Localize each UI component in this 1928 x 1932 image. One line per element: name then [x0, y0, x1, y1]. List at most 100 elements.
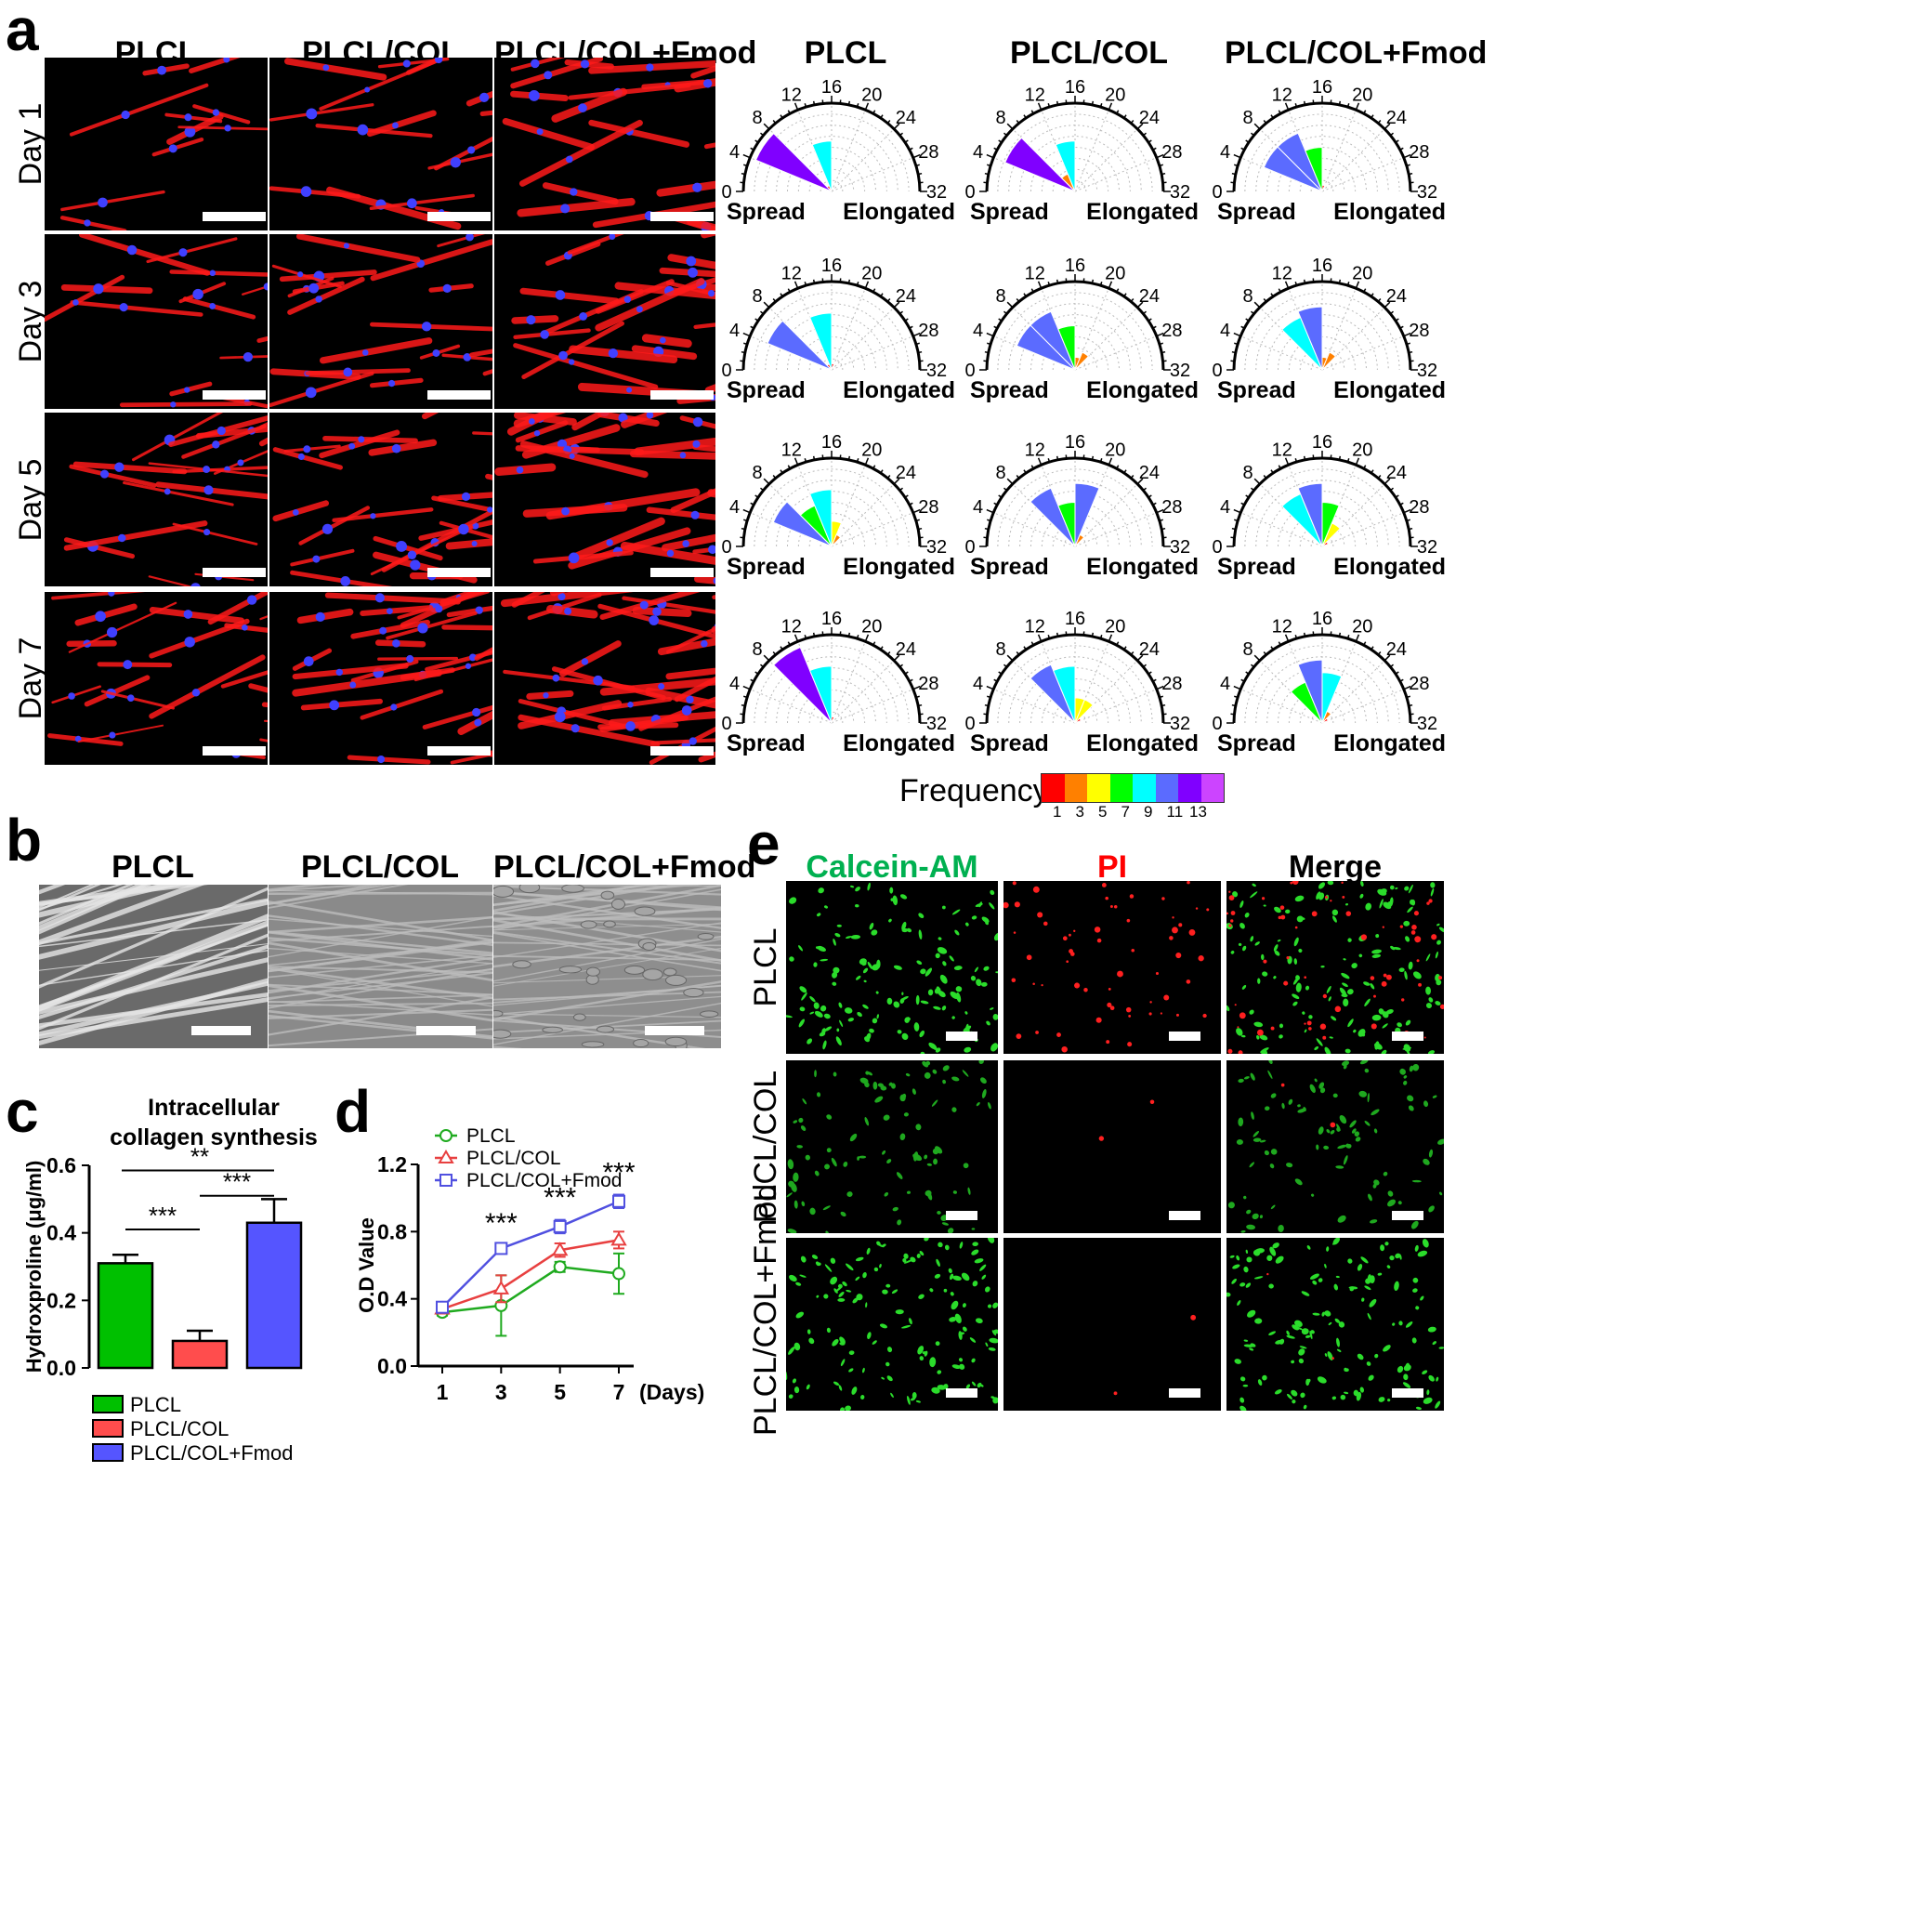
rose-tick	[1003, 310, 1008, 315]
rose-wedge	[1074, 351, 1090, 371]
rose-tick-label: 24	[1386, 639, 1407, 660]
scale-bar	[1169, 1211, 1200, 1220]
rose-tick	[915, 695, 920, 699]
scale-bar	[650, 390, 714, 400]
rose-wedge	[767, 320, 833, 371]
chart-c-bar	[97, 1262, 154, 1370]
rose-grid-ring	[997, 113, 1153, 192]
rose-tick-label: 0	[1212, 182, 1222, 203]
rose-tick	[1091, 100, 1095, 105]
rose-tick	[1148, 494, 1152, 498]
rose-wedge	[1055, 140, 1076, 192]
chart-d-x-tick-label: 7	[613, 1380, 625, 1404]
rose-tick	[1389, 664, 1395, 668]
rose-tick	[763, 654, 770, 662]
rose-tick	[1156, 685, 1164, 690]
rose-grid-ring	[754, 292, 910, 371]
rose-tick-label: 4	[973, 321, 983, 341]
rose-wedge	[1004, 137, 1076, 192]
rose-wedge	[1297, 306, 1323, 371]
rose-tick-label: 16	[1312, 256, 1332, 276]
rose-grid-spoke	[1074, 512, 1157, 547]
rose-tick	[1263, 474, 1267, 480]
rose-tick-label: 32	[1170, 714, 1190, 734]
rose-tick-label: 12	[1025, 617, 1045, 637]
rose-tick	[904, 671, 909, 675]
rose-tick	[987, 164, 991, 167]
spread-label: Spread	[727, 730, 806, 756]
elongated-label: Elongated	[1333, 730, 1446, 756]
chart-c-legend-swatch	[92, 1419, 124, 1438]
elongated-label: Elongated	[843, 377, 955, 403]
rose-tick	[1130, 474, 1135, 480]
rose-tick	[1234, 342, 1239, 346]
rose-tick	[1016, 651, 1020, 656]
rose-tick	[1108, 102, 1113, 111]
rose-tick	[998, 139, 1003, 143]
rose-tick	[893, 478, 900, 485]
rose-wedge	[754, 132, 833, 192]
rose-tick-label: 4	[729, 497, 740, 518]
rose-tick-label: 8	[996, 286, 1006, 307]
fluorescence-image	[45, 413, 268, 586]
rose-tick	[743, 164, 748, 167]
rose-outer-arc	[741, 456, 922, 547]
rose-tick	[1016, 474, 1020, 480]
rose-tick	[1116, 288, 1120, 293]
rose-tick	[1384, 654, 1391, 662]
rose-tick	[754, 671, 759, 675]
rose-tick-label: 20	[1352, 264, 1372, 284]
chart-d-series-line	[441, 1239, 620, 1310]
rose-tick-label: 28	[1161, 321, 1182, 341]
rose-grid-ring	[1278, 502, 1367, 547]
rose-tick	[1234, 519, 1239, 522]
elongated-label: Elongated	[843, 199, 955, 225]
rose-tick	[1377, 119, 1382, 125]
rose-tick	[763, 301, 770, 309]
rose-grid-ring	[754, 468, 910, 547]
chart-c-y-tick-label: 0.4	[46, 1221, 76, 1245]
chart-d-legend-marker	[439, 1174, 452, 1187]
rose-tick	[1016, 119, 1020, 125]
rose-tick	[886, 119, 891, 125]
e-col-header-2: PI	[1096, 849, 1128, 885]
rose-tick	[754, 494, 759, 498]
elongated-label: Elongated	[1086, 554, 1199, 580]
rose-tick	[1136, 123, 1144, 130]
rose-tick	[1123, 646, 1127, 651]
rose-tick	[1099, 458, 1103, 463]
rose-grid-ring	[1266, 667, 1378, 724]
rose-tick	[1399, 147, 1404, 151]
chart-d-point	[610, 1231, 627, 1246]
spread-label: Spread	[970, 730, 1049, 756]
spread-label: Spread	[1217, 730, 1296, 756]
frequency-swatch	[1178, 774, 1201, 802]
rose-tick	[1338, 632, 1342, 637]
panel-a-letter: a	[6, 0, 39, 63]
rose-wedge	[1277, 132, 1323, 192]
elongated-label: Elongated	[843, 554, 955, 580]
rose-tick	[1056, 455, 1059, 460]
rose-tick	[1263, 297, 1267, 303]
rose-tick	[912, 332, 921, 337]
rose-wedge	[808, 665, 833, 724]
chart-d-x-label: (Days)	[639, 1380, 704, 1404]
scale-bar	[1169, 1388, 1200, 1398]
rose-tick	[872, 110, 876, 114]
rose-tick	[856, 103, 859, 108]
rose-tick-label: 16	[1065, 432, 1085, 453]
rose-tick	[986, 508, 994, 514]
chart-d-sig-label: ***	[544, 1183, 576, 1214]
rose-outer-arc	[741, 633, 922, 724]
rose-tick-label: 0	[1212, 714, 1222, 734]
rose-tick	[1108, 457, 1113, 466]
rose-tick	[1130, 297, 1135, 303]
polar-header-3: PLCL/COL+Fmod	[1225, 35, 1488, 71]
rose-grid-ring	[1278, 325, 1367, 371]
rose-tick	[1395, 494, 1399, 498]
scale-bar	[203, 390, 266, 400]
rose-tick	[1108, 281, 1113, 289]
rose-grid-ring	[1244, 468, 1400, 547]
